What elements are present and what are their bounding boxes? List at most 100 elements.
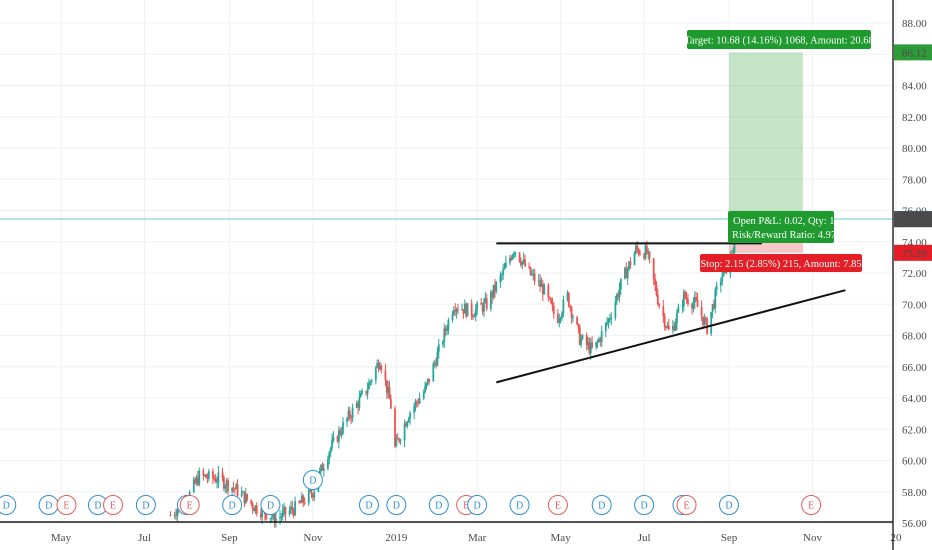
candle-up <box>499 275 502 283</box>
position-labels[interactable]: Target: 10.68 (14.16%) 1068, Amount: 20.… <box>684 30 874 272</box>
dividend-marker[interactable]: D <box>358 495 379 515</box>
candle-down <box>588 342 591 354</box>
candle-down <box>169 515 172 517</box>
marker-letter: E <box>63 501 69 512</box>
earnings-marker[interactable]: E <box>56 495 77 515</box>
event-markers[interactable]: DDEDEDDEDDDDDDEDDEDDDEDE <box>0 470 822 515</box>
candle-down <box>339 430 342 435</box>
trendlines[interactable] <box>496 242 846 384</box>
candle-up <box>368 382 370 390</box>
dividend-marker[interactable]: D <box>0 495 17 515</box>
marker-letter: D <box>267 501 274 512</box>
candle-up <box>474 309 477 317</box>
candle-down <box>221 472 224 478</box>
candle-down <box>704 318 707 320</box>
candle-down <box>388 387 391 399</box>
candle-up <box>327 459 329 469</box>
earnings-marker[interactable]: E <box>179 495 200 515</box>
marker-letter: E <box>808 501 814 512</box>
candle-down <box>639 254 641 256</box>
dividend-marker[interactable]: D <box>467 495 488 515</box>
candle-down <box>637 249 640 255</box>
marker-circle <box>103 495 124 515</box>
y-tick-label: 78.00 <box>902 174 927 186</box>
dividend-marker[interactable]: D <box>509 495 530 515</box>
stop-label-box[interactable] <box>700 254 862 272</box>
support-trendline[interactable] <box>496 289 846 384</box>
candle-down <box>457 308 459 310</box>
dividend-marker[interactable]: D <box>591 495 612 515</box>
candle-up <box>495 282 498 292</box>
dividend-marker[interactable]: D <box>38 495 59 515</box>
candle-up <box>203 474 206 476</box>
y-tick-label: 68.00 <box>902 331 927 343</box>
marker-letter: D <box>142 501 149 512</box>
candle-up <box>733 236 736 254</box>
marker-circle <box>801 495 822 515</box>
candle-down <box>533 273 536 282</box>
dividend-marker[interactable]: D <box>222 495 243 515</box>
candle-up <box>511 254 514 260</box>
candle-down <box>394 408 396 447</box>
candle-up <box>703 318 706 325</box>
candle-up <box>514 252 517 254</box>
candle-up <box>275 518 277 523</box>
candle-down <box>377 362 380 370</box>
candle-up <box>301 495 303 504</box>
pnl-label-box[interactable] <box>728 211 834 243</box>
dividend-marker[interactable]: D <box>260 495 281 515</box>
dividend-marker[interactable]: D <box>719 495 739 515</box>
candle-up <box>290 506 292 511</box>
candle-up <box>225 480 228 487</box>
candle-up <box>693 297 696 303</box>
target-label-box[interactable] <box>687 30 871 49</box>
marker-circle <box>719 495 739 515</box>
dividend-marker[interactable]: D <box>386 495 407 515</box>
candle-down <box>556 314 559 323</box>
candle-up <box>261 507 264 518</box>
marker-letter: D <box>435 501 442 512</box>
dividend-marker[interactable]: D <box>428 495 449 515</box>
earnings-marker[interactable]: E <box>676 495 697 515</box>
candle-up <box>294 501 296 516</box>
candle-up <box>340 433 343 435</box>
candle-up <box>436 352 439 366</box>
candle-up <box>437 344 440 353</box>
candle-up <box>403 423 406 441</box>
candle-down <box>691 304 693 309</box>
candle-up <box>309 489 312 491</box>
candle-down <box>599 338 602 342</box>
candle-up <box>192 479 195 492</box>
dividend-marker[interactable]: D <box>135 495 156 515</box>
candle-down <box>578 327 581 345</box>
earnings-marker[interactable]: E <box>547 495 568 515</box>
pnl-label: Open P&L: 0.02, Qty: 1 <box>733 216 835 227</box>
candle-up <box>451 314 454 321</box>
candle-down <box>196 477 199 485</box>
candle-up <box>337 430 340 442</box>
candle-down <box>696 299 699 308</box>
marker-letter: E <box>684 501 690 512</box>
candle-up <box>361 390 364 394</box>
candle-up <box>674 323 677 331</box>
earnings-marker[interactable]: E <box>801 495 822 515</box>
dividend-marker[interactable]: D <box>634 495 655 515</box>
candle-up <box>240 492 243 496</box>
candle-down <box>417 402 420 404</box>
candle-up <box>521 261 524 266</box>
dividend-marker[interactable]: D <box>302 470 323 490</box>
earnings-marker[interactable]: E <box>103 495 124 515</box>
candle-down <box>251 503 254 509</box>
marker-circle <box>386 495 407 515</box>
marker-letter: D <box>3 501 10 512</box>
candle-down <box>246 493 249 500</box>
candle-down <box>253 508 255 512</box>
candle-up <box>580 338 583 345</box>
candle-down <box>250 499 253 504</box>
y-tick-label: 72.00 <box>902 268 927 280</box>
candle-up <box>596 341 599 343</box>
candle-down <box>552 305 555 315</box>
candle-down <box>625 267 628 279</box>
candle-up <box>604 322 607 332</box>
